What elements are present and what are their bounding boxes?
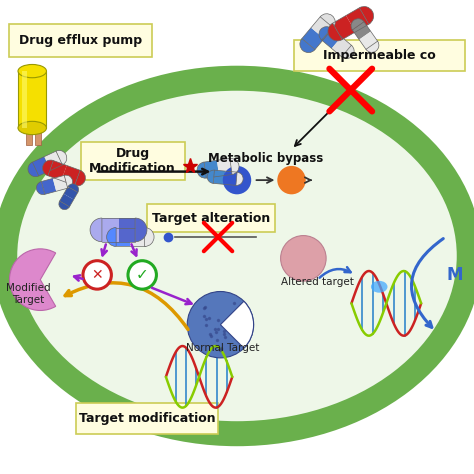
Circle shape — [281, 236, 326, 281]
Polygon shape — [225, 171, 237, 185]
Bar — [81, 142, 185, 180]
Wedge shape — [207, 170, 214, 183]
Bar — [22, 71, 27, 128]
Wedge shape — [220, 301, 254, 348]
Text: Altered target: Altered target — [281, 277, 354, 287]
Text: Modified
Target: Modified Target — [6, 283, 51, 305]
Wedge shape — [56, 150, 67, 165]
Ellipse shape — [18, 64, 46, 78]
Polygon shape — [359, 31, 378, 49]
Text: Metabolic bypass: Metabolic bypass — [208, 152, 323, 165]
Wedge shape — [43, 160, 54, 176]
Bar — [35, 69, 41, 145]
Polygon shape — [41, 178, 56, 194]
Wedge shape — [68, 184, 79, 192]
Polygon shape — [311, 17, 333, 39]
Text: Impermeable co: Impermeable co — [323, 49, 436, 62]
Wedge shape — [328, 23, 342, 41]
Polygon shape — [302, 27, 324, 50]
Text: Target modification: Target modification — [79, 411, 215, 425]
Polygon shape — [53, 175, 68, 191]
Ellipse shape — [5, 78, 469, 434]
Polygon shape — [118, 218, 135, 242]
Wedge shape — [351, 19, 364, 30]
Wedge shape — [28, 162, 39, 177]
Polygon shape — [217, 158, 232, 176]
Text: ✓: ✓ — [136, 267, 148, 283]
Ellipse shape — [371, 281, 388, 292]
Bar — [9, 24, 152, 57]
Wedge shape — [300, 38, 315, 53]
Wedge shape — [359, 7, 374, 24]
Polygon shape — [204, 160, 219, 178]
Polygon shape — [44, 151, 63, 171]
Polygon shape — [102, 218, 118, 242]
Wedge shape — [64, 175, 73, 188]
Wedge shape — [319, 27, 331, 40]
Ellipse shape — [18, 121, 46, 135]
Polygon shape — [64, 187, 78, 200]
Polygon shape — [61, 165, 80, 185]
Bar — [294, 40, 465, 71]
Bar — [18, 71, 46, 128]
Bar — [26, 69, 32, 145]
Circle shape — [187, 292, 254, 358]
Text: Target alteration: Target alteration — [152, 211, 270, 225]
Wedge shape — [230, 158, 239, 174]
Wedge shape — [9, 249, 56, 310]
Polygon shape — [32, 156, 51, 176]
Wedge shape — [107, 228, 116, 246]
Text: M: M — [447, 266, 463, 284]
Wedge shape — [236, 172, 243, 185]
Bar — [76, 403, 218, 434]
Polygon shape — [346, 8, 369, 32]
Circle shape — [128, 261, 156, 289]
Polygon shape — [333, 16, 356, 40]
Polygon shape — [130, 228, 145, 246]
Text: ✕: ✕ — [91, 268, 103, 282]
Polygon shape — [48, 161, 67, 181]
Wedge shape — [59, 201, 70, 210]
Wedge shape — [74, 170, 85, 186]
Circle shape — [223, 166, 251, 194]
Wedge shape — [145, 228, 154, 246]
Polygon shape — [116, 228, 130, 246]
Wedge shape — [366, 41, 379, 52]
Wedge shape — [135, 218, 147, 242]
Text: Normal Target: Normal Target — [186, 343, 259, 354]
Bar — [147, 204, 275, 232]
Polygon shape — [60, 194, 73, 207]
Circle shape — [83, 261, 111, 289]
Text: Drug efflux pump: Drug efflux pump — [19, 34, 142, 47]
Polygon shape — [213, 170, 226, 184]
Polygon shape — [352, 22, 371, 40]
Wedge shape — [36, 182, 45, 194]
Wedge shape — [197, 162, 206, 178]
Circle shape — [277, 166, 306, 194]
Wedge shape — [90, 218, 102, 242]
Wedge shape — [320, 14, 335, 28]
Polygon shape — [322, 28, 341, 48]
Text: Drug
Modification: Drug Modification — [89, 147, 176, 175]
Wedge shape — [342, 45, 354, 59]
Polygon shape — [332, 37, 351, 57]
